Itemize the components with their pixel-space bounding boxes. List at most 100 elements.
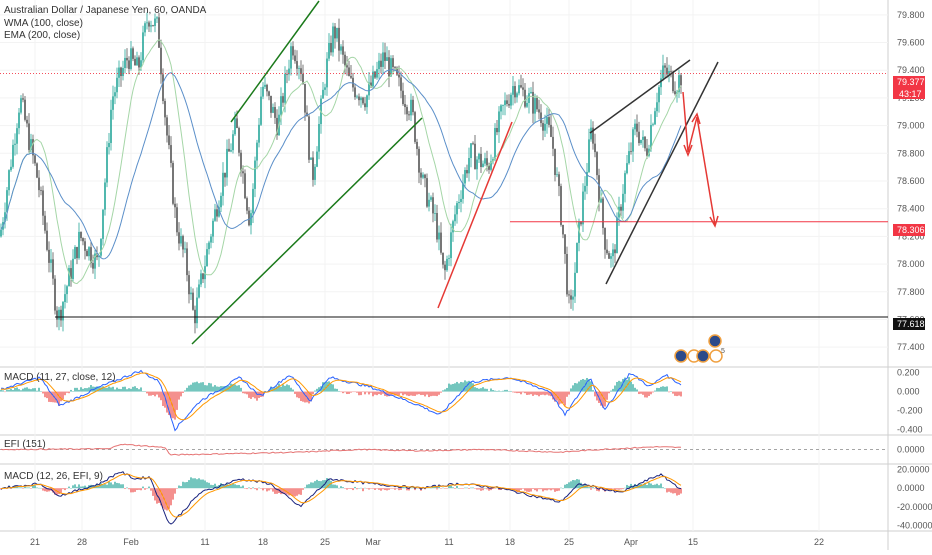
candle-body <box>364 103 366 108</box>
macd2-histogram-bar <box>210 484 212 489</box>
candle-body <box>312 157 314 180</box>
macd1-histogram-bar <box>218 386 220 392</box>
price-tick-label: 79.400 <box>897 65 925 75</box>
candle-body <box>642 136 644 140</box>
candle-body <box>662 65 664 79</box>
macd1-histogram-bar <box>670 391 672 392</box>
candle-body <box>38 177 40 191</box>
macd2-histogram-bar <box>194 478 196 489</box>
macd1-histogram-bar <box>36 390 38 392</box>
candle-body <box>230 150 232 152</box>
price-tick-label: 77.800 <box>897 287 925 297</box>
macd2-histogram-bar <box>52 488 54 493</box>
candle-body <box>528 93 530 103</box>
candle-body <box>484 158 486 164</box>
candle-body <box>632 129 634 152</box>
macd2-histogram-bar <box>368 488 370 490</box>
macd1-histogram-bar <box>136 388 138 392</box>
macd1-histogram-bar <box>388 391 390 397</box>
candle-body <box>112 96 114 110</box>
macd1-histogram-bar <box>446 387 448 392</box>
economic-event-icons[interactable]: 5 <box>674 334 725 363</box>
macd1-histogram-bar <box>90 385 92 392</box>
macd2-histogram-bar <box>44 488 46 492</box>
macd2-histogram-bar <box>644 482 646 489</box>
candle-body <box>458 202 460 204</box>
candle-body <box>654 111 656 125</box>
macd1-histogram-bar <box>406 391 408 396</box>
candle-body <box>282 96 284 103</box>
macd2-histogram-bar <box>580 482 582 489</box>
macd1-histogram-bar <box>256 391 258 401</box>
macd1-histogram-bar <box>122 386 124 392</box>
candle-body <box>174 203 176 208</box>
candle-body <box>134 58 136 66</box>
macd2-histogram-bar <box>214 483 216 489</box>
macd2-histogram-bar <box>428 487 430 489</box>
candle-body <box>160 47 162 75</box>
candle-body <box>140 60 142 68</box>
macd1-histogram-bar <box>594 391 596 397</box>
macd1-histogram-bar <box>150 391 152 396</box>
macd1-histogram-bar <box>166 391 168 413</box>
macd1-histogram-bar <box>554 391 556 402</box>
macd1-histogram-bar <box>286 384 288 392</box>
macd2-histogram-bar <box>24 486 26 489</box>
candle-body <box>290 46 292 69</box>
candle-body <box>594 143 596 153</box>
candle-body <box>644 136 646 149</box>
candle-body <box>680 75 682 86</box>
macd2-histogram-bar <box>92 485 94 489</box>
candle-body <box>98 255 100 258</box>
macd2-histogram-bar <box>304 487 306 489</box>
macd1-histogram-bar <box>176 391 178 410</box>
candle-body <box>476 159 478 170</box>
macd2-histogram-bar <box>408 488 410 491</box>
flag-au-icon[interactable] <box>708 334 722 348</box>
macd2-histogram-bar <box>344 488 346 489</box>
candle-body <box>342 46 344 55</box>
macd2-histogram-bar <box>666 488 668 493</box>
time-tick-label: 18 <box>258 537 268 547</box>
macd1-histogram-bar <box>242 391 244 394</box>
candle-body <box>8 170 10 191</box>
candle-body <box>286 73 288 75</box>
macd1-histogram-bar <box>432 391 434 396</box>
macd2-histogram-bar <box>386 488 388 491</box>
macd2-tick-label: -40.0000 <box>897 520 932 530</box>
macd1-histogram-bar <box>460 381 462 392</box>
macd1-histogram-bar <box>642 391 644 395</box>
time-tick-label: 25 <box>320 537 330 547</box>
candle-body <box>256 142 258 161</box>
flag-au-icon[interactable] <box>696 349 710 363</box>
candle-body <box>534 97 536 114</box>
macd1-histogram-bar <box>640 391 642 394</box>
macd2-histogram-bar <box>314 481 316 489</box>
macd2-histogram-bar <box>522 488 524 489</box>
flag-au-icon[interactable] <box>674 349 688 363</box>
candle-body <box>154 18 156 26</box>
macd1-histogram-bar <box>198 383 200 392</box>
macd1-histogram-bar <box>590 381 592 392</box>
macd1-histogram-bar <box>494 390 496 392</box>
macd2-tick-label: 0.0000 <box>897 483 925 493</box>
macd2-histogram-bar <box>294 488 296 497</box>
macd2-histogram-bar <box>438 486 440 489</box>
macd1-histogram-bar <box>452 383 454 392</box>
macd1-histogram-bar <box>214 385 216 392</box>
macd2-histogram-bar <box>490 488 492 491</box>
macd2-histogram-bar <box>468 488 470 489</box>
candle-body <box>222 172 224 196</box>
macd2-histogram-bar <box>570 481 572 489</box>
candle-body <box>540 112 542 124</box>
macd1-histogram-bar <box>454 383 456 392</box>
macd1-histogram-bar <box>440 391 442 393</box>
flag-jp-icon[interactable] <box>709 349 723 363</box>
macd2-histogram-bar <box>148 486 150 489</box>
candle-body <box>180 236 182 244</box>
macd1-histogram-bar <box>560 391 562 404</box>
macd2-histogram-bar <box>236 485 238 489</box>
macd1-histogram-bar <box>618 380 620 392</box>
